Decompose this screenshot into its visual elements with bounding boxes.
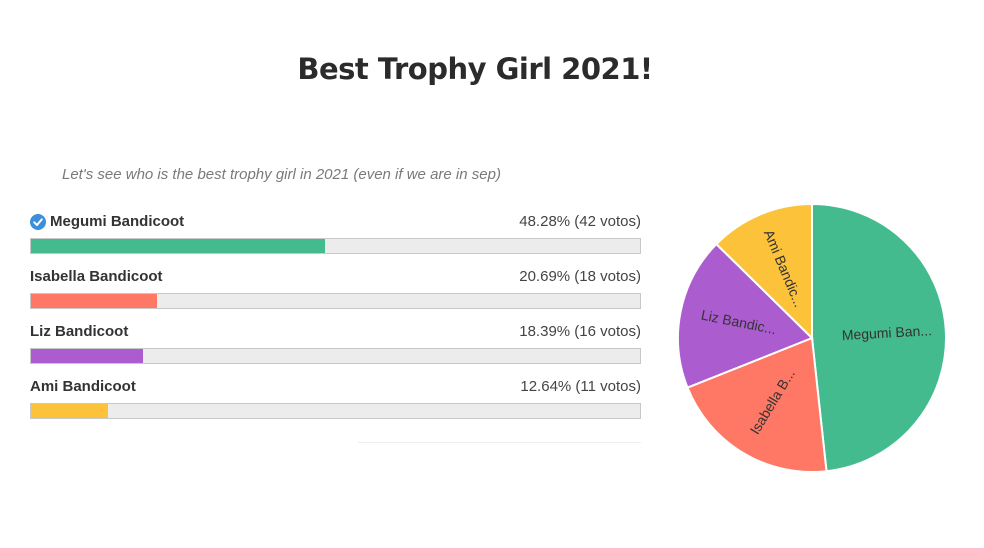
option-progress-fill <box>31 404 108 418</box>
pie-slice[interactable] <box>811 202 947 473</box>
option-header: Isabella Bandicoot 20.69% (18 votos) <box>30 267 641 293</box>
option-stats: 20.69% (18 votos) <box>519 268 641 285</box>
pie-slice-label: Megumi Ban... <box>841 322 932 343</box>
poll-option-megumi[interactable]: Megumi Bandicoot 48.28% (42 votos) <box>30 212 641 267</box>
option-progress-bar <box>30 348 641 364</box>
check-circle-icon <box>30 214 46 230</box>
option-progress-bar <box>30 238 641 254</box>
poll-options: Megumi Bandicoot 48.28% (42 votos) Isabe… <box>30 212 641 432</box>
pie-slice[interactable] <box>686 336 828 473</box>
poll-option-liz[interactable]: Liz Bandicoot 18.39% (16 votos) <box>30 322 641 377</box>
option-stats: 12.64% (11 votos) <box>520 378 641 395</box>
results-pie-chart: Megumi Ban...Isabella B...Liz Bandic...A… <box>677 202 947 473</box>
poll-option-isabella[interactable]: Isabella Bandicoot 20.69% (18 votos) <box>30 267 641 322</box>
poll-title: Best Trophy Girl 2021! <box>297 52 653 86</box>
option-progress-bar <box>30 403 641 419</box>
option-label: Ami Bandicoot <box>30 378 136 395</box>
option-header: Megumi Bandicoot 48.28% (42 votos) <box>30 212 641 238</box>
option-label: Megumi Bandicoot <box>50 213 185 230</box>
option-header: Ami Bandicoot 12.64% (11 votos) <box>30 377 641 403</box>
option-stats: 48.28% (42 votos) <box>519 213 641 230</box>
option-header: Liz Bandicoot 18.39% (16 votos) <box>30 322 641 348</box>
option-progress-fill <box>31 239 326 253</box>
pie-slice[interactable] <box>714 202 813 341</box>
option-label: Liz Bandicoot <box>30 323 129 340</box>
pie-slice[interactable] <box>677 242 814 389</box>
divider <box>358 442 641 443</box>
poll-description: Let's see who is the best trophy girl in… <box>62 166 501 183</box>
option-progress-fill <box>31 349 143 363</box>
option-progress-fill <box>31 294 157 308</box>
option-progress-bar <box>30 293 641 309</box>
option-stats: 18.39% (16 votos) <box>519 323 641 340</box>
poll-option-ami[interactable]: Ami Bandicoot 12.64% (11 votos) <box>30 377 641 432</box>
option-label: Isabella Bandicoot <box>30 268 163 285</box>
